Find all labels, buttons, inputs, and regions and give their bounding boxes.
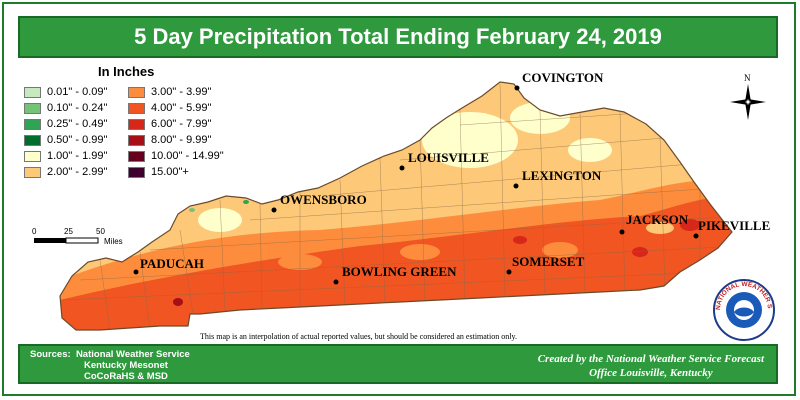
- bowling-green-label: BOWLING GREEN: [342, 264, 457, 279]
- louisville-dot: [399, 165, 405, 171]
- map-title: 5 Day Precipitation Total Ending Februar…: [134, 24, 662, 49]
- somerset-dot: [506, 269, 512, 275]
- legend-item: 6.00" - 7.99": [128, 118, 211, 130]
- paducah-label: PADUCAH: [140, 256, 204, 271]
- legend-label: 3.00" - 3.99": [151, 86, 212, 98]
- north-arrow-icon: N: [730, 73, 766, 120]
- jackson-dot: [619, 229, 625, 235]
- legend-item: 15.00"+: [128, 166, 189, 178]
- source-line: Kentucky Mesonet: [84, 360, 168, 371]
- credit-block: Created by the National Weather Service …: [538, 352, 764, 380]
- nws-logo-icon: NATIONAL WEATHER SERVICE: [712, 278, 775, 341]
- legend-swatch: [24, 118, 41, 130]
- legend-item: 0.25" - 0.49": [24, 118, 107, 130]
- north-label: N: [744, 73, 751, 83]
- legend-item: 4.00" - 5.99": [128, 102, 211, 114]
- scale-tick-0: 0: [32, 227, 37, 236]
- legend-label: 6.00" - 7.99": [151, 118, 212, 130]
- city-markers: [133, 85, 699, 285]
- legend-label: 0.10" - 0.24": [47, 102, 108, 114]
- legend-swatch: [128, 86, 145, 98]
- sources-block: Sources: National Weather Service Kentuc…: [30, 349, 190, 382]
- legend-label: 0.01" - 0.09": [47, 86, 108, 98]
- scale-bar: 0 25 50 Miles: [32, 227, 123, 246]
- legend-label: 4.00" - 5.99": [151, 102, 212, 114]
- legend-swatch: [128, 118, 145, 130]
- owensboro-label: OWENSBORO: [280, 192, 367, 207]
- legend-label: 2.00" - 2.99": [47, 166, 108, 178]
- legend-label: 8.00" - 9.99": [151, 134, 212, 146]
- jackson-label: JACKSON: [626, 212, 689, 227]
- lexington-dot: [513, 183, 519, 189]
- legend-item: 2.00" - 2.99": [24, 166, 107, 178]
- legend-swatch: [24, 150, 41, 162]
- legend-label: 0.25" - 0.49": [47, 118, 108, 130]
- credit-line: Office Louisville, Kentucky: [589, 367, 713, 379]
- legend-label: 0.50" - 0.99": [47, 134, 108, 146]
- legend-label: 10.00" - 14.99": [151, 150, 224, 162]
- lexington-label: LEXINGTON: [522, 168, 602, 183]
- legend-swatch: [24, 134, 41, 146]
- legend-swatch: [24, 102, 41, 114]
- title-bar: 5 Day Precipitation Total Ending Februar…: [18, 16, 778, 58]
- legend-swatch: [24, 166, 41, 178]
- pikeville-label: PIKEVILLE: [698, 218, 770, 233]
- legend-swatch: [128, 102, 145, 114]
- legend-title: In Inches: [98, 64, 155, 79]
- county-lines: [60, 83, 732, 330]
- source-line: CoCoRaHS & MSD: [84, 371, 168, 382]
- legend-item: 8.00" - 9.99": [128, 134, 211, 146]
- bowling-green-dot: [333, 279, 339, 285]
- footer-bar: Sources: National Weather Service Kentuc…: [18, 344, 778, 384]
- legend-item: 3.00" - 3.99": [128, 86, 211, 98]
- paducah-dot: [133, 269, 139, 275]
- legend-item: 1.00" - 1.99": [24, 150, 107, 162]
- legend-item: 0.50" - 0.99": [24, 134, 107, 146]
- owensboro-dot: [271, 207, 277, 213]
- legend-item: 0.10" - 0.24": [24, 102, 107, 114]
- covington-label: COVINGTON: [522, 70, 604, 85]
- scale-tick-50: 50: [96, 227, 105, 236]
- legend-label: 15.00"+: [151, 166, 189, 178]
- disclaimer-note: This map is an interpolation of actual r…: [200, 332, 517, 341]
- legend-swatch: [128, 150, 145, 162]
- louisville-label: LOUISVILLE: [408, 150, 489, 165]
- scale-unit: Miles: [104, 237, 123, 246]
- legend-swatch: [128, 166, 145, 178]
- somerset-label: SOMERSET: [512, 254, 585, 269]
- source-line: National Weather Service: [75, 349, 190, 360]
- legend-label: 1.00" - 1.99": [47, 150, 108, 162]
- scale-tick-25: 25: [64, 227, 73, 236]
- state-outline: [59, 81, 733, 331]
- covington-dot: [514, 85, 520, 91]
- credit-line: Created by the National Weather Service …: [537, 353, 764, 365]
- pikeville-dot: [693, 233, 699, 239]
- legend-swatch: [128, 134, 145, 146]
- legend-item: 10.00" - 14.99": [128, 150, 224, 162]
- sources-label: Sources:: [30, 349, 71, 360]
- legend-item: 0.01" - 0.09": [24, 86, 107, 98]
- legend-swatch: [24, 86, 41, 98]
